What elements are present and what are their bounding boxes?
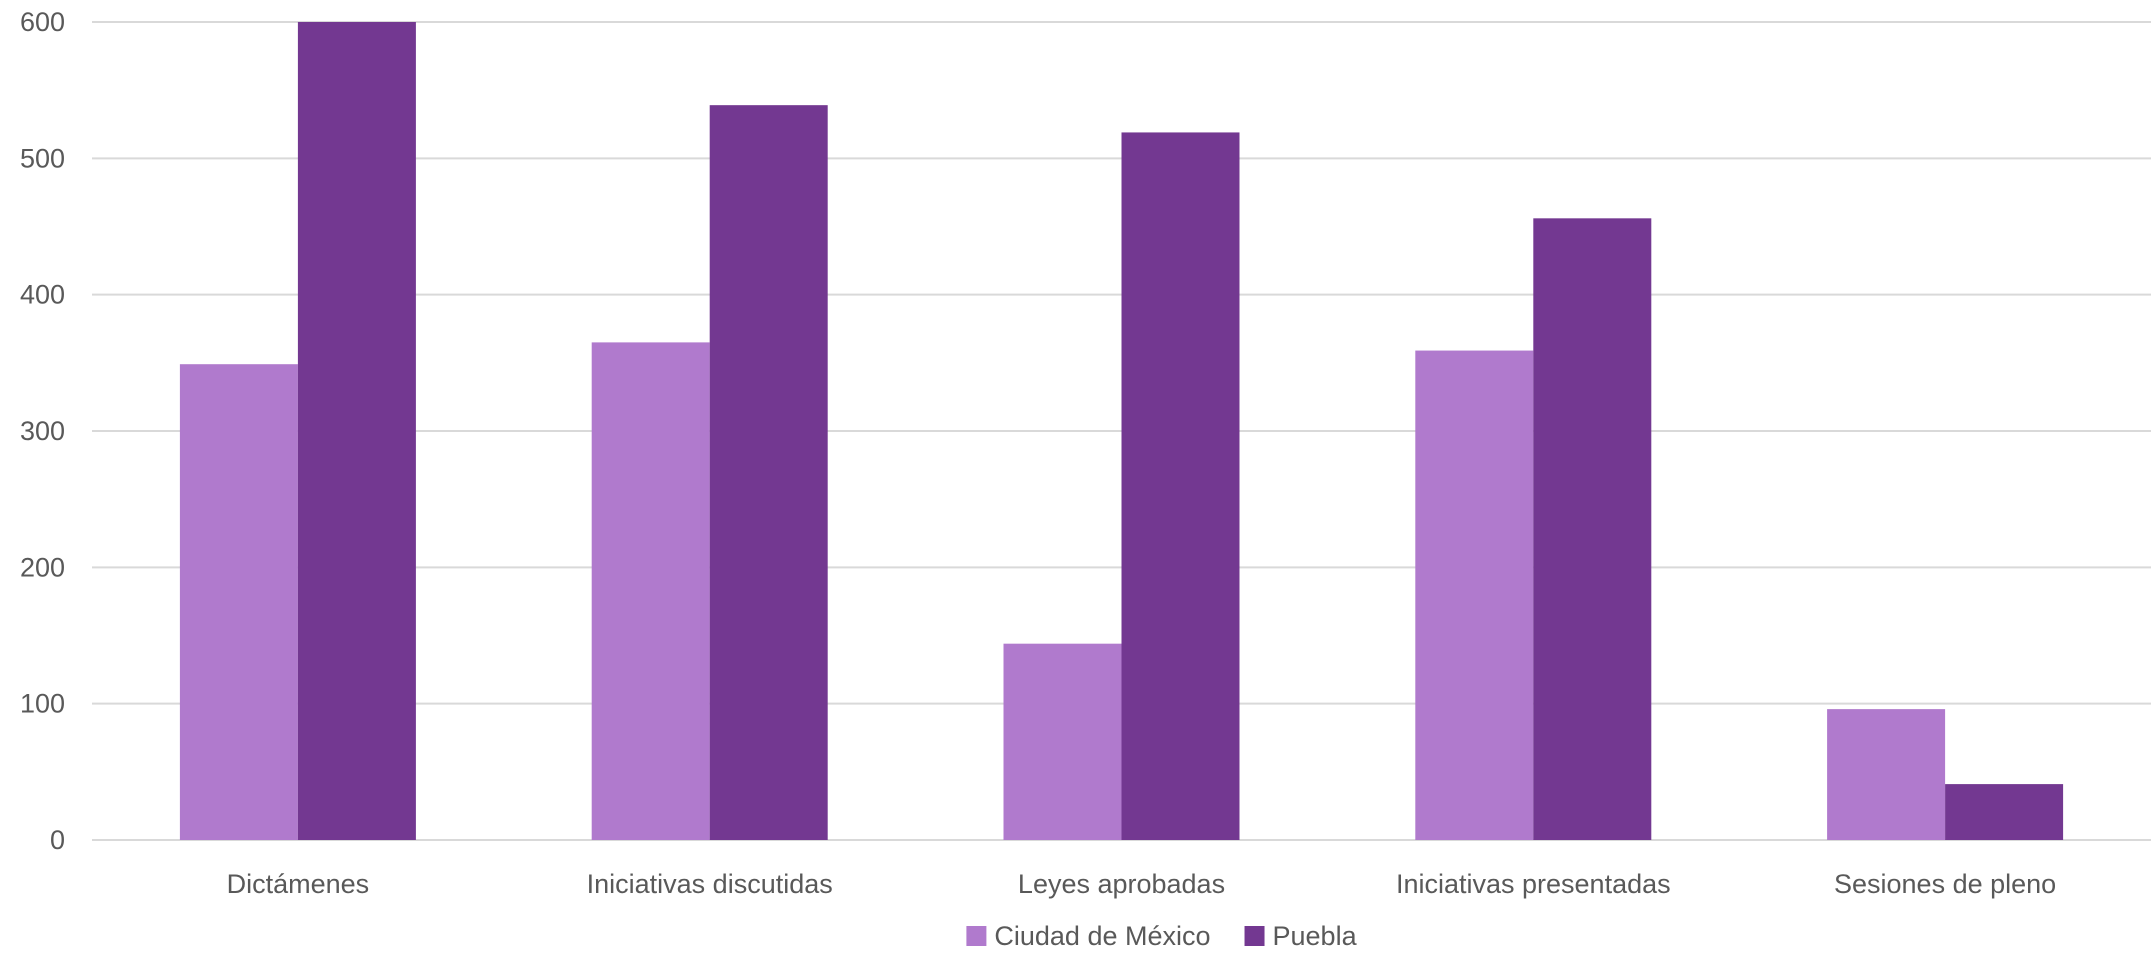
x-category-label: Sesiones de pleno — [1834, 869, 2056, 899]
legend-swatch — [1244, 926, 1265, 946]
y-tick-label: 200 — [20, 552, 65, 582]
legend-swatch — [966, 926, 987, 946]
x-category-label: Leyes aprobadas — [1018, 869, 1225, 899]
bar-puebla-1 — [709, 105, 828, 840]
legend-item-puebla: Puebla — [1244, 921, 1358, 951]
legend-label: Ciudad de México — [994, 921, 1210, 951]
bars — [179, 22, 2064, 840]
x-axis-labels: Dictámenes Iniciativas discutidas Leyes ap… — [227, 869, 2057, 899]
bar-ciudad-de-mexico-0 — [179, 364, 298, 840]
y-tick-label: 100 — [20, 689, 65, 719]
y-tick-label: 0 — [50, 825, 65, 855]
x-category-label: Iniciativas discutidas — [587, 869, 833, 899]
bar-puebla-0 — [297, 22, 416, 840]
y-axis-ticks: 0 100 200 300 400 500 600 — [20, 7, 65, 855]
bar-ciudad-de-mexico-1 — [591, 342, 710, 840]
legend-item-ciudad-de-mexico: Ciudad de México — [966, 921, 1211, 951]
x-category-label: Dictámenes — [227, 869, 370, 899]
bar-puebla-3 — [1533, 218, 1652, 840]
bar-ciudad-de-mexico-4 — [1827, 709, 1946, 840]
bar-ciudad-de-mexico-3 — [1415, 350, 1534, 840]
legend-label: Puebla — [1273, 921, 1358, 951]
legend: Ciudad de México Puebla — [966, 921, 1358, 951]
y-tick-label: 400 — [20, 280, 65, 310]
y-tick-label: 500 — [20, 143, 65, 173]
bar-puebla-2 — [1121, 132, 1240, 840]
y-tick-label: 600 — [20, 7, 65, 37]
y-tick-label: 300 — [20, 416, 65, 446]
bar-puebla-4 — [1945, 784, 2064, 840]
x-category-label: Iniciativas presentadas — [1396, 869, 1671, 899]
bar-ciudad-de-mexico-2 — [1003, 643, 1122, 840]
